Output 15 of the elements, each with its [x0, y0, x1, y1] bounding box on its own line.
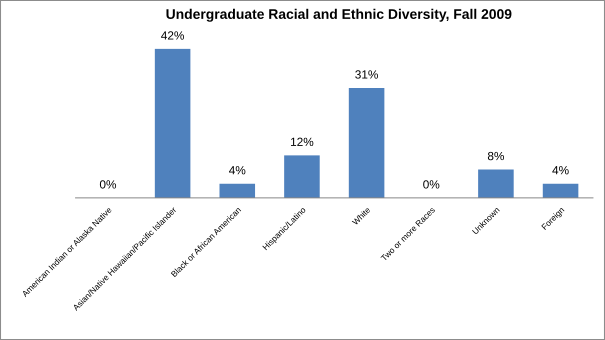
bar: [154, 48, 190, 198]
bar: [348, 88, 384, 198]
bar: [284, 155, 320, 198]
data-label: 4%: [552, 166, 569, 174]
data-label: 8%: [488, 152, 504, 160]
bar: [542, 184, 578, 198]
data-label: 42%: [161, 31, 184, 40]
bar: [478, 170, 514, 198]
data-label: 4%: [229, 166, 246, 174]
chart-title: Undergraduate Racial and Ethnic Diversity, Fall 2009: [166, 8, 512, 22]
data-label: 12%: [291, 138, 314, 146]
data-label: 0%: [100, 180, 116, 189]
data-label: 31%: [355, 70, 378, 79]
data-label: 0%: [423, 180, 440, 189]
bar: [219, 184, 256, 198]
